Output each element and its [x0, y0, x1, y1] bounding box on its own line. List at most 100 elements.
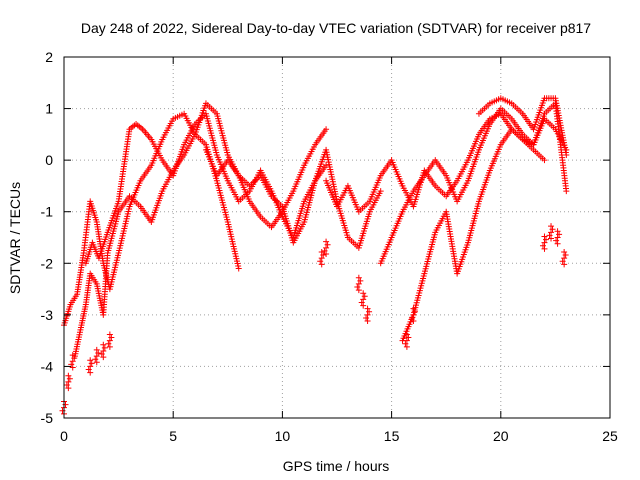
data-point	[92, 356, 99, 363]
data-point	[360, 302, 367, 309]
data-point	[68, 361, 75, 368]
data-point	[108, 334, 115, 341]
data-point	[403, 337, 410, 344]
data-point	[355, 287, 362, 294]
x-tick-label: 0	[60, 428, 68, 444]
data-point	[364, 318, 371, 325]
data-point	[561, 248, 568, 255]
data-point	[93, 353, 100, 360]
data-point	[541, 239, 548, 246]
y-tick-label: -1	[41, 204, 54, 220]
data-point	[364, 311, 371, 318]
data-point	[235, 265, 242, 272]
data-point	[377, 188, 384, 195]
data-point	[360, 296, 367, 303]
data-point	[355, 274, 362, 281]
data-point	[101, 344, 108, 351]
data-point	[69, 364, 76, 371]
data-point	[403, 343, 410, 350]
data-point	[556, 231, 563, 238]
x-tick-label: 5	[169, 428, 177, 444]
data-point	[71, 355, 78, 362]
data-point	[548, 229, 555, 236]
data-point	[93, 346, 100, 353]
data-point	[364, 305, 371, 312]
y-tick-label: 0	[45, 152, 53, 168]
data-point	[321, 247, 328, 254]
data-point	[366, 308, 373, 315]
data-point	[318, 248, 325, 255]
data-point	[559, 258, 566, 265]
data-point	[106, 331, 113, 338]
data-point	[63, 381, 70, 388]
y-tick-label: -3	[41, 307, 54, 323]
x-tick-label: 20	[493, 428, 509, 444]
data-point	[69, 352, 76, 359]
y-tick-label: 2	[45, 49, 53, 65]
data-point	[106, 337, 113, 344]
x-axis-label: GPS time / hours	[283, 458, 390, 474]
data-point	[403, 331, 410, 338]
data-point	[549, 226, 556, 233]
data-point	[65, 385, 72, 392]
chart-title: Day 248 of 2022, Sidereal Day-to-day VTE…	[81, 20, 591, 36]
y-tick-label: 1	[45, 101, 53, 117]
data-point	[324, 241, 331, 248]
data-point	[554, 228, 561, 235]
y-tick-label: -2	[41, 255, 54, 271]
data-point	[323, 162, 330, 169]
y-axis-label: SDTVAR / TECUs	[7, 182, 23, 294]
data-point	[318, 261, 325, 268]
data-point	[65, 378, 72, 385]
data-point	[405, 334, 412, 341]
data-point	[98, 351, 105, 358]
data-point	[361, 293, 368, 300]
x-tick-label: 25	[602, 428, 618, 444]
data-point	[408, 314, 415, 321]
data-point	[546, 232, 553, 239]
data-point	[541, 233, 548, 240]
data-point	[323, 126, 330, 133]
data-point	[561, 255, 568, 262]
data-point	[539, 242, 546, 249]
data-point	[561, 261, 568, 268]
y-tick-label: -4	[41, 358, 54, 374]
data-point	[93, 359, 100, 366]
data-point	[87, 363, 94, 370]
data-point	[354, 284, 361, 291]
data-point	[562, 252, 569, 259]
series-track-d	[202, 146, 330, 246]
data-point	[317, 258, 324, 265]
data-point	[100, 347, 107, 354]
y-tick-label: -5	[41, 410, 54, 426]
data-point	[355, 280, 362, 287]
x-tick-label: 15	[384, 428, 400, 444]
data-point	[320, 252, 327, 259]
series-track-g	[399, 126, 548, 344]
data-point	[542, 236, 549, 243]
series-track-h	[475, 95, 570, 158]
data-point	[105, 340, 112, 347]
data-point	[323, 244, 330, 251]
data-point	[323, 251, 330, 258]
data-point	[100, 341, 107, 348]
tick-layer: 0 5 10 15 20 25 -5 -4 -3 -2 -1 0 1 2	[41, 49, 618, 444]
data-point	[358, 299, 365, 306]
data-point	[318, 255, 325, 262]
data-point	[563, 188, 570, 195]
data-point	[410, 318, 417, 325]
data-point	[65, 372, 72, 379]
data-point	[548, 223, 555, 230]
data-point	[88, 360, 95, 367]
data-point	[363, 314, 370, 321]
data-point	[554, 240, 561, 247]
data-point	[87, 357, 94, 364]
data-point	[541, 157, 548, 164]
data-point	[410, 305, 417, 312]
data-point	[563, 151, 570, 158]
data-point	[100, 354, 107, 361]
data-point	[554, 234, 561, 241]
data-point	[95, 350, 102, 357]
data-point	[553, 237, 560, 244]
data-point	[106, 343, 113, 350]
